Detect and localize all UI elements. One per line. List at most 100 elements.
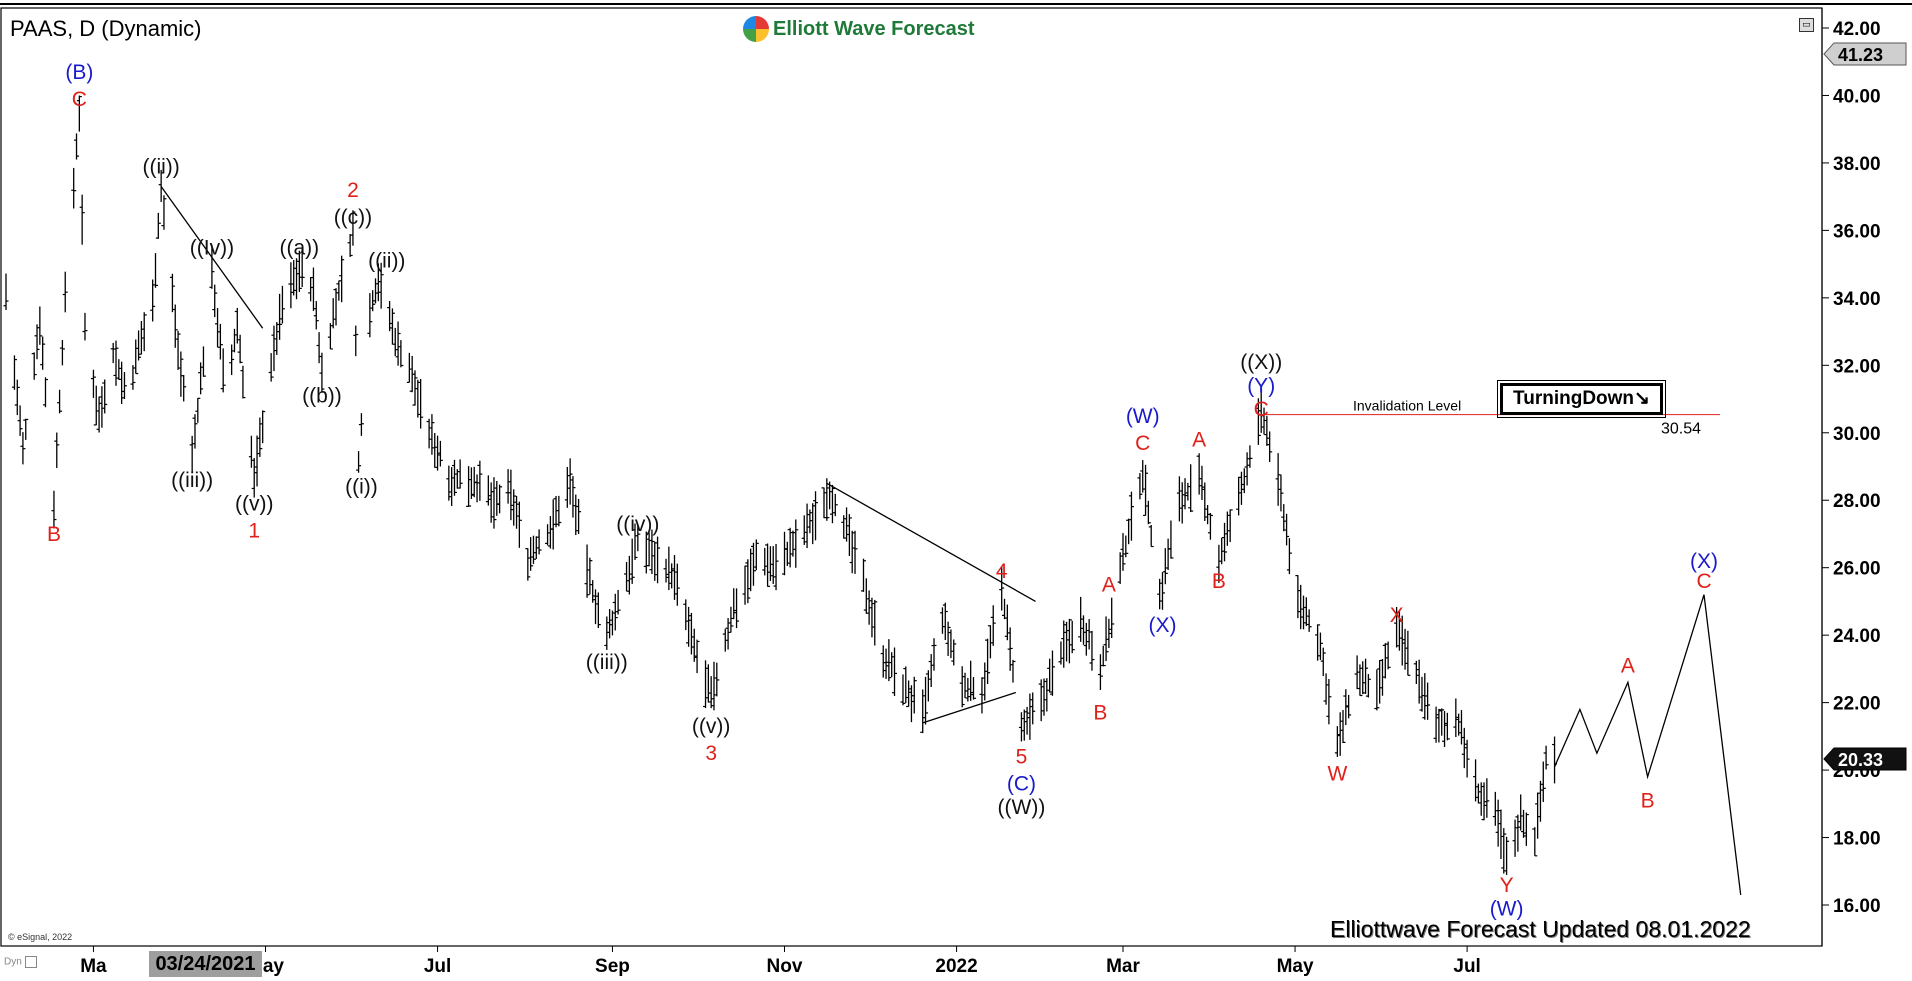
ohlc-bar xyxy=(406,352,412,383)
y-tick-label: 32.00 xyxy=(1833,356,1881,377)
wave-label: ((ii)) xyxy=(368,250,405,273)
current-price-value: 20.33 xyxy=(1838,750,1883,770)
ohlc-bar xyxy=(308,276,314,302)
ohlc-bar xyxy=(1267,431,1273,462)
ohlc-bar xyxy=(1315,624,1321,661)
ohlc-bar xyxy=(1106,618,1112,648)
ohlc-bar xyxy=(1086,619,1092,650)
ohlc-bar xyxy=(1185,482,1191,501)
x-tick-label: Jul xyxy=(1453,956,1480,977)
wave-label: A xyxy=(1621,655,1635,678)
ohlc-bar xyxy=(1159,572,1165,610)
wave-label: (B) xyxy=(65,61,93,84)
ohlc-bar xyxy=(609,610,615,636)
ohlc-bar xyxy=(784,541,790,566)
ohlc-bar xyxy=(350,210,356,246)
wave-label: ((b)) xyxy=(302,385,342,408)
brand-logo-icon xyxy=(743,16,769,42)
ohlc-bar xyxy=(694,639,700,674)
ohlc-bar xyxy=(688,612,694,655)
ohlc-bar xyxy=(93,385,99,426)
ohlc-bar xyxy=(74,133,80,160)
ohlc-bar xyxy=(454,469,460,489)
ohlc-bar xyxy=(429,414,435,455)
plot-area[interactable] xyxy=(0,7,1823,947)
ohlc-bar xyxy=(968,660,974,701)
ohlc-bar xyxy=(1464,739,1470,778)
last-high-price-value: 41.23 xyxy=(1838,45,1883,65)
wave-label: 3 xyxy=(705,742,717,765)
ohlc-bar xyxy=(347,233,353,257)
y-tick-label: 18.00 xyxy=(1833,829,1881,850)
wave-label: C xyxy=(72,88,87,111)
ohlc-bar xyxy=(1323,673,1329,705)
ohlc-bar xyxy=(607,609,613,639)
ohlc-bar xyxy=(860,558,866,592)
ohlc-bar xyxy=(279,285,285,324)
wave-label: A xyxy=(1192,429,1206,452)
ohlc-bar xyxy=(889,652,895,678)
wave-label: B xyxy=(1093,702,1107,725)
ohlc-bar xyxy=(1458,710,1464,745)
ohlc-bar xyxy=(1337,712,1343,756)
ohlc-bar xyxy=(1504,836,1510,875)
ohlc-bar xyxy=(17,405,23,436)
ohlc-bar xyxy=(234,307,240,344)
ohlc-bar xyxy=(1478,782,1484,816)
ohlc-bar xyxy=(1317,632,1323,660)
ohlc-bar xyxy=(525,548,531,581)
ohlc-bar xyxy=(511,489,517,526)
ohlc-bar xyxy=(767,546,773,581)
ohlc-bar xyxy=(1140,460,1146,493)
ohlc-bar xyxy=(457,459,463,489)
x-axis: Ma May Jul Sep Nov 2022 Mar May Jul xyxy=(80,946,1481,977)
ohlc-bar xyxy=(880,645,886,678)
chart-settings-icon[interactable] xyxy=(24,956,37,968)
ohlc-bar xyxy=(505,469,511,504)
ohlc-bar xyxy=(804,503,810,549)
ohlc-bar xyxy=(398,340,404,368)
ohlc-bar xyxy=(1298,584,1304,630)
ohlc-bar xyxy=(652,541,658,581)
ohlc-bar xyxy=(274,322,280,355)
ohlc-bar xyxy=(1148,524,1154,548)
wave-label: ((v)) xyxy=(692,715,730,738)
ohlc-bar xyxy=(1021,709,1027,741)
ohlc-bar xyxy=(449,467,455,507)
ohlc-bar xyxy=(1126,518,1132,545)
ohlc-bar xyxy=(1354,655,1360,690)
ohlc-bar xyxy=(59,339,65,366)
ohlc-bar xyxy=(945,621,951,656)
ohlc-bar xyxy=(51,490,57,529)
ohlc-bar xyxy=(765,543,771,587)
x-tick-label: Jul xyxy=(424,956,451,977)
ohlc-bar xyxy=(1188,464,1194,513)
ohlc-bar xyxy=(536,529,542,555)
wave-label: (Y) xyxy=(1247,375,1275,398)
ohlc-bar xyxy=(254,435,260,487)
ohlc-bar xyxy=(1306,609,1312,632)
brand-name: Elliott Wave Forecast xyxy=(773,17,975,40)
ohlc-bar xyxy=(748,548,754,592)
wave-label: C xyxy=(1135,432,1150,455)
ohlc-bar xyxy=(663,558,669,583)
window-restore-icon[interactable]: ▭ xyxy=(1799,18,1814,32)
ohlc-bar xyxy=(1286,538,1292,575)
ohlc-bar xyxy=(1357,664,1363,697)
ohlc-bar xyxy=(1320,647,1326,677)
dynamic-tag[interactable]: Dyn xyxy=(4,956,37,968)
ohlc-bar xyxy=(1284,513,1290,546)
ohlc-bar xyxy=(1523,812,1529,846)
ohlc-bar xyxy=(908,685,914,723)
ohlc-bar xyxy=(1222,522,1228,562)
ohlc-bar xyxy=(705,664,711,703)
ohlc-bar xyxy=(1097,654,1103,691)
ohlc-bar xyxy=(987,625,993,659)
ohlc-bar xyxy=(54,432,60,469)
ohlc-bar xyxy=(1363,658,1369,694)
ohlc-bar xyxy=(333,288,339,326)
ohlc-bar xyxy=(1199,465,1205,501)
ohlc-bar xyxy=(1083,622,1089,656)
ohlc-bar xyxy=(545,524,551,546)
